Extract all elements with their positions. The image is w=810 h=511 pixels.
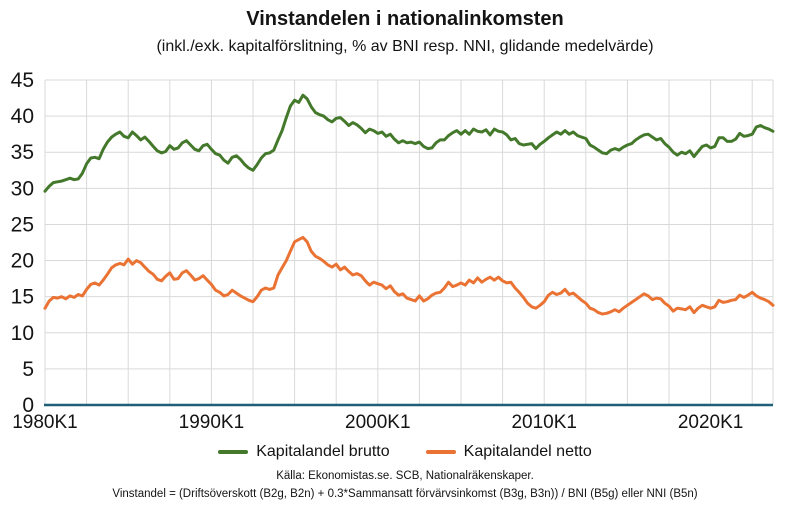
x-tick-label: 2000K1 [345,412,411,433]
series-line-brutto [43,93,775,193]
y-tick-label: 35 [11,141,34,164]
x-tick-label: 2020K1 [678,412,744,433]
y-tick-label: 40 [11,105,34,128]
legend-line-brutto-icon [218,450,249,454]
legend-item-brutto: Kapitalandel brutto [218,443,390,461]
formula-note: Vinstandel = (Driftsöverskott (B2g, B2n)… [112,488,698,500]
legend-line-netto-icon [425,450,456,454]
legend-label-netto: Kapitalandel netto [463,443,592,460]
chart-subtitle: (inkl./exk. kapitalförslitning, % av BNI… [156,38,654,55]
y-tick-label: 10 [11,322,34,345]
y-tick-label: 20 [11,250,34,273]
source-note: Källa: Ekonomistas.se. SCB, Nationalräke… [276,470,534,482]
legend-item-netto: Kapitalandel netto [425,443,592,461]
series-line-netto [43,235,775,316]
y-tick-label: 30 [11,177,34,200]
y-tick-label: 5 [22,358,34,381]
x-tick-label: 2010K1 [511,412,577,433]
y-tick-label: 45 [11,69,34,92]
chart-title: Vinstandelen i nationalinkomsten [246,8,564,30]
y-tick-label: 0 [22,394,34,417]
y-tick-label: 25 [11,213,34,236]
y-tick-label: 15 [11,286,34,309]
legend-label-brutto: Kapitalandel brutto [256,443,390,460]
legend: Kapitalandel brutto Kapitalandel netto [0,443,810,461]
x-tick-label: 1980K1 [12,412,78,433]
x-tick-label: 1990K1 [179,412,245,433]
